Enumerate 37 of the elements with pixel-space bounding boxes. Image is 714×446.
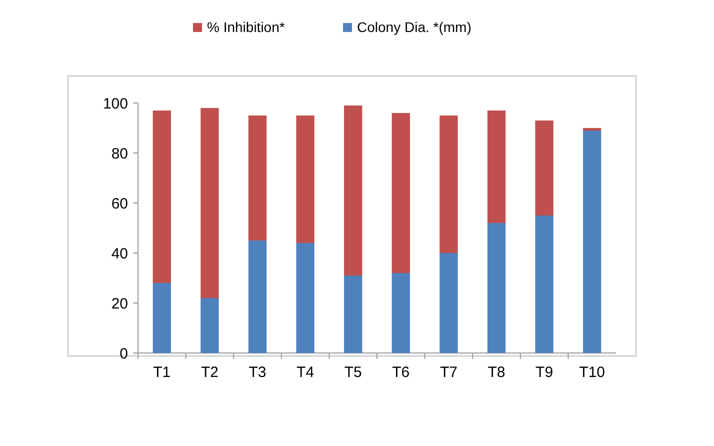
bar xyxy=(296,243,314,353)
legend-label: % Inhibition* xyxy=(207,19,286,35)
bar xyxy=(152,283,171,353)
x-tick-label: T6 xyxy=(392,364,410,381)
x-tick-label: T10 xyxy=(579,364,606,381)
x-tick-label: T8 xyxy=(488,364,506,381)
x-tick-label: T9 xyxy=(536,364,554,381)
y-tick-label: 40 xyxy=(111,245,128,262)
bar xyxy=(344,106,362,276)
bar xyxy=(296,116,314,243)
bar xyxy=(152,110,171,283)
y-tick-label: 20 xyxy=(111,295,128,312)
bar xyxy=(392,113,410,273)
bar xyxy=(248,240,267,353)
bar xyxy=(487,223,506,353)
bar xyxy=(392,273,410,353)
x-tick-label: T1 xyxy=(153,364,171,381)
x-tick-label: T4 xyxy=(296,364,314,381)
legend-label: Colony Dia. *(mm) xyxy=(357,19,472,35)
bar xyxy=(535,216,554,353)
bar xyxy=(200,108,219,298)
y-tick-label: 100 xyxy=(102,95,128,112)
bar xyxy=(248,116,267,240)
bar xyxy=(200,298,219,353)
x-tick-label: T5 xyxy=(344,364,362,381)
bar xyxy=(583,130,602,353)
y-tick-label: 80 xyxy=(111,145,128,162)
x-tick-label: T7 xyxy=(440,364,458,381)
bar xyxy=(487,110,506,223)
y-tick-label: 60 xyxy=(111,195,128,212)
y-tick-label: 0 xyxy=(120,345,128,362)
x-tick-label: T3 xyxy=(248,364,266,381)
bar xyxy=(440,253,458,353)
bar xyxy=(344,276,362,353)
bar xyxy=(440,116,458,253)
x-tick-label: T2 xyxy=(200,364,218,381)
bar xyxy=(535,120,554,216)
